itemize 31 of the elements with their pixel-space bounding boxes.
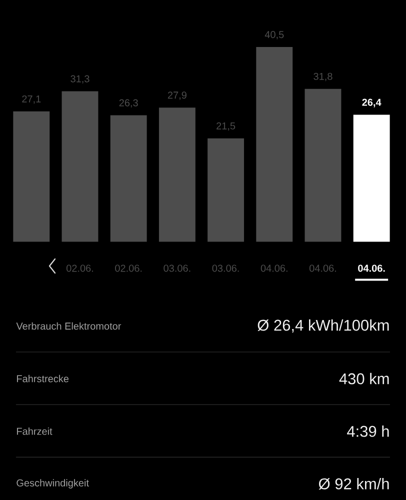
x-tick-label: 02.06. [66,264,93,272]
data-label: 26,3 [119,99,138,108]
data-label: 31,8 [314,72,332,82]
x-tick-label: 02.06. [115,264,142,272]
data-label: 31,3 [70,75,90,84]
bar [13,111,50,242]
text: 4:39 h [347,426,389,437]
bar [353,114,390,242]
data-label: 26,4 [362,98,382,108]
text: 430 km [339,372,389,384]
text: Ø 92 km/h [318,478,389,490]
x-tick-label: 04.06. [358,264,385,272]
x-tick-label: 04.06. [260,264,288,272]
text: Fahrzeit [17,428,52,435]
bar [158,108,196,242]
text: Verbrauch Elektromotor [16,322,122,330]
text: Geschwindigkeit [16,479,89,488]
data-label: 21,5 [216,122,236,131]
bar [304,88,342,242]
bar [62,91,98,242]
text: Fahrstrecke [17,374,69,382]
data-label: 27,9 [168,92,186,100]
text: Ø 26,4 kWh/100km [258,319,389,333]
data-label: 40,5 [264,31,284,40]
data-label: 27,1 [22,95,41,104]
bar [256,47,293,242]
bar [110,115,147,242]
bar [208,138,244,242]
x-tick-label: 03.06. [212,264,239,272]
x-tick-label: 04.06. [309,264,336,272]
x-tick-label: 03.06. [164,264,190,272]
